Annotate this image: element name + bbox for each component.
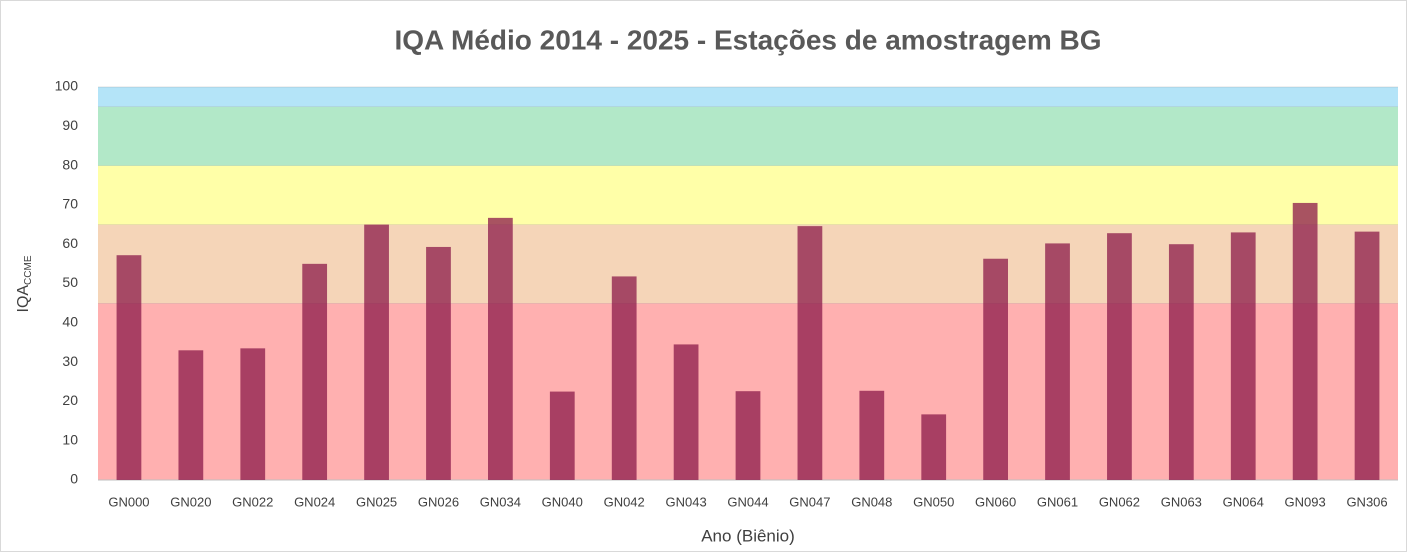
y-tick-label: 50 [62, 274, 78, 290]
quality-band [98, 87, 1398, 107]
x-tick-label: GN025 [356, 494, 397, 509]
y-tick-label: 30 [62, 353, 78, 369]
x-tick-label: GN047 [789, 494, 830, 509]
bar [116, 255, 142, 480]
bar [178, 350, 204, 480]
y-tick-label: 100 [55, 78, 79, 94]
x-tick-label: GN061 [1037, 494, 1078, 509]
x-tick-label: GN044 [727, 494, 768, 509]
y-tick-label: 0 [70, 471, 78, 487]
quality-band [98, 106, 1398, 166]
x-tick-label: GN022 [232, 494, 273, 509]
y-tick-label: 40 [62, 314, 78, 330]
y-tick-label: 60 [62, 235, 78, 251]
bar [488, 217, 513, 480]
chart-title: IQA Médio 2014 - 2025 - Estações de amos… [394, 24, 1101, 55]
bar [1045, 243, 1070, 480]
x-tick-label: GN093 [1285, 494, 1326, 509]
x-tick-label: GN048 [851, 494, 892, 509]
bar [735, 391, 761, 480]
x-tick-label: GN042 [604, 494, 645, 509]
bar [611, 276, 637, 480]
bar [673, 344, 699, 480]
x-tick-label: GN024 [294, 494, 335, 509]
bar [549, 391, 575, 480]
x-tick-label: GN062 [1099, 494, 1140, 509]
x-tick-label: GN060 [975, 494, 1016, 509]
x-tick-label: GN020 [170, 494, 211, 509]
bar [921, 414, 947, 480]
bar [1292, 202, 1318, 480]
bar [240, 348, 266, 480]
x-tick-label: GN063 [1161, 494, 1202, 509]
quality-band [98, 165, 1398, 225]
y-tick-label: 10 [62, 431, 78, 447]
y-tick-label: 20 [62, 392, 78, 408]
y-tick-label: 70 [62, 196, 78, 212]
x-tick-label: GN050 [913, 494, 954, 509]
y-tick-label: 90 [62, 117, 78, 133]
bar [426, 246, 451, 480]
x-tick-label: GN040 [542, 494, 583, 509]
bar [302, 263, 328, 480]
bar [859, 390, 885, 480]
bar [983, 258, 1008, 480]
x-axis-label: Ano (Biênio) [701, 526, 795, 545]
x-tick-label: GN064 [1223, 494, 1264, 509]
y-axis-label: IQACCME [15, 255, 33, 312]
x-tick-label: GN306 [1346, 494, 1387, 509]
bar [364, 224, 389, 480]
quality-band [98, 224, 1398, 304]
bar [1354, 231, 1380, 480]
y-label-sub: CCME [23, 255, 34, 285]
bar [1168, 244, 1194, 480]
x-tick-label: GN026 [418, 494, 459, 509]
x-tick-label: GN000 [108, 494, 149, 509]
x-tick-label: GN043 [665, 494, 706, 509]
y-label-main: IQA [15, 285, 32, 313]
bar [1107, 233, 1132, 480]
y-tick-label: 80 [62, 156, 78, 172]
bar [797, 226, 823, 480]
bar [1230, 232, 1256, 480]
x-tick-label: GN034 [480, 494, 521, 509]
